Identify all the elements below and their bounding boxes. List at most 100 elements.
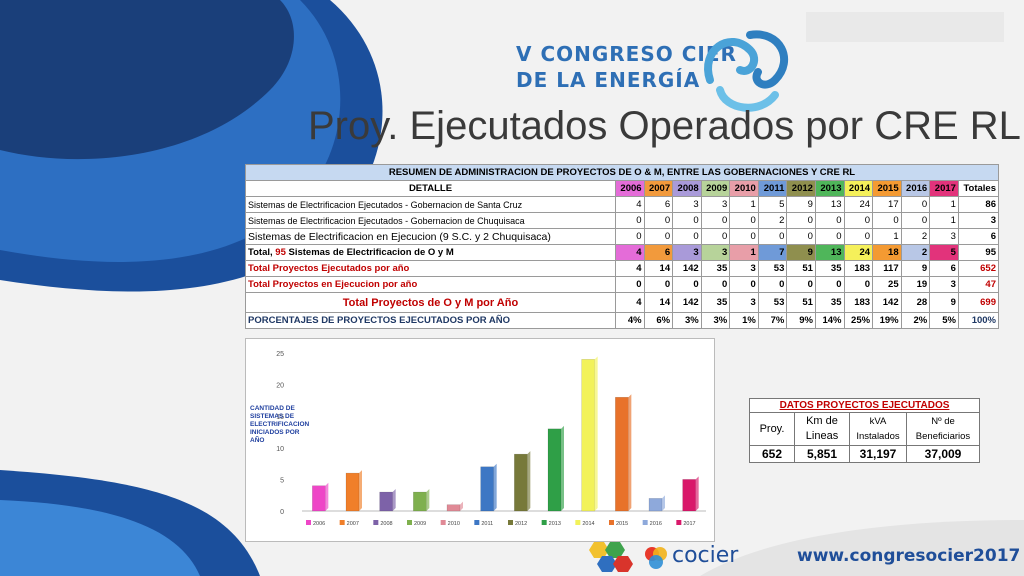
year-header: 2015 <box>872 180 902 197</box>
bar-side-2011 <box>493 463 497 511</box>
table-row: Total Proyectos en Ejecucion por año 0 0 0 0… <box>245 276 1000 293</box>
row-value: 3 <box>929 276 959 293</box>
row-value: 0 <box>643 276 674 293</box>
y-tick-label: 5 <box>280 477 284 484</box>
legend-label: 2017 <box>683 521 695 527</box>
table-row: Sistemas de Electrificacion en Ejecucion… <box>245 228 1000 245</box>
datos-col-kva-line1: kVA <box>869 416 887 427</box>
chart-side-label: CANTIDAD DE SISTEMAS DE ELECTRIFICACION … <box>250 405 310 444</box>
row-label: Sistemas de Electrificacion en Ejecucion… <box>245 228 616 245</box>
y-tick-label: 15 <box>276 414 284 421</box>
row-value: 1 <box>929 196 959 213</box>
legend-swatch <box>306 520 311 525</box>
legend-label: 2011 <box>481 521 493 527</box>
footer-url[interactable]: www.congresocier2017 <box>797 546 1021 566</box>
year-header: 2010 <box>729 180 759 197</box>
row-total: 652 <box>957 260 1000 277</box>
top-right-box <box>806 12 1004 42</box>
row-value: 9 <box>900 260 931 277</box>
legend-label: 2015 <box>616 521 628 527</box>
year-header: 2011 <box>757 180 788 197</box>
row-value: 142 <box>872 292 902 313</box>
datos-col-km-line2: Lineas <box>805 430 839 442</box>
row-value: 4 <box>615 260 645 277</box>
year-header: 2009 <box>700 180 731 197</box>
row-value: 0 <box>843 212 874 229</box>
bar-side-2010 <box>460 501 463 511</box>
legend-swatch <box>609 520 614 525</box>
row-value: 1 <box>729 244 759 261</box>
legend-label: 2009 <box>414 521 426 527</box>
row-value: 0 <box>643 212 674 229</box>
bar-chart: CANTIDAD DE SISTEMAS DE ELECTRIFICACION … <box>245 338 715 542</box>
row-value: 3 <box>700 196 731 213</box>
row-value: 1 <box>729 196 759 213</box>
row-value: 7 <box>757 244 788 261</box>
legend-swatch <box>373 520 379 525</box>
row-value: 0 <box>757 276 788 293</box>
datos-val-proy: 652 <box>749 445 795 463</box>
bar-side-2015 <box>628 394 632 511</box>
row-label-part: Total, <box>248 247 276 258</box>
row-value: 3 <box>729 260 759 277</box>
row-value: 35 <box>700 292 731 313</box>
row-value: 0 <box>757 228 788 245</box>
legend-label: 2016 <box>650 521 662 527</box>
legend-swatch <box>474 520 480 525</box>
row-value: 5% <box>929 312 959 329</box>
row-value: 19 <box>900 276 931 293</box>
row-value: 3 <box>929 228 959 245</box>
datos-col-km: Km de Lineas <box>794 412 850 446</box>
row-value: 142 <box>672 292 702 313</box>
row-total: 6 <box>957 228 1000 245</box>
row-value: 0 <box>729 228 759 245</box>
year-header: 2017 <box>929 180 959 197</box>
row-value: 0 <box>672 276 702 293</box>
bar-side-2017 <box>695 476 699 511</box>
legend-swatch <box>339 520 345 525</box>
row-label: Total Proyectos Ejecutados por año <box>245 260 616 277</box>
bar-2008 <box>379 491 393 512</box>
bar-side-2016 <box>662 495 665 511</box>
y-tick-label: 20 <box>276 383 284 390</box>
row-value: 3% <box>672 312 702 329</box>
chart-svg: 0 5 10 15 20 25 2006 2007 2008 2009 2010 2011 2012 20… <box>276 351 706 527</box>
datos-col-ben-line2: Beneficiarios <box>915 431 971 442</box>
row-value: 1% <box>729 312 759 329</box>
row-value: 0 <box>672 228 702 245</box>
row-value: 9 <box>786 196 816 213</box>
y-tick-label: 0 <box>280 509 284 516</box>
row-value: 2 <box>900 244 931 261</box>
row-total: 100% <box>957 312 1000 329</box>
year-header: 2012 <box>786 180 816 197</box>
row-value: 4 <box>615 244 645 261</box>
row-label: PORCENTAJES DE PROYECTOS EJECUTADOS POR … <box>245 312 616 329</box>
row-value: 3 <box>700 244 731 261</box>
row-value: 3 <box>672 244 702 261</box>
row-value: 6 <box>643 196 674 213</box>
table-row: Total Proyectos de O y M por Año 4 14 142 35… <box>245 292 1000 313</box>
datos-col-proy: Proy. <box>749 412 795 446</box>
legend-swatch <box>440 520 446 525</box>
row-total: 47 <box>957 276 1000 293</box>
row-value: 0 <box>615 212 645 229</box>
row-value: 2 <box>900 228 931 245</box>
row-label-part: Sistemas de Electrificacion de O y M <box>285 247 454 258</box>
row-value: 6% <box>643 312 674 329</box>
row-value: 117 <box>872 260 902 277</box>
cocier-logo-icon <box>645 547 667 569</box>
row-value: 25 <box>872 276 902 293</box>
row-value: 35 <box>700 260 731 277</box>
bar-2015 <box>615 396 629 512</box>
row-value: 7% <box>757 312 788 329</box>
row-value: 5 <box>757 196 788 213</box>
legend-label: 2008 <box>380 521 392 527</box>
cier-logo-swirl-icon <box>704 30 789 112</box>
row-value: 14% <box>814 312 845 329</box>
row-value: 9 <box>929 292 959 313</box>
row-value: 0 <box>843 228 874 245</box>
logo-line-2: DE LA ENERGÍA <box>516 68 701 92</box>
year-header: 2007 <box>643 180 674 197</box>
row-value: 4 <box>615 292 645 313</box>
row-value: 1 <box>872 228 902 245</box>
